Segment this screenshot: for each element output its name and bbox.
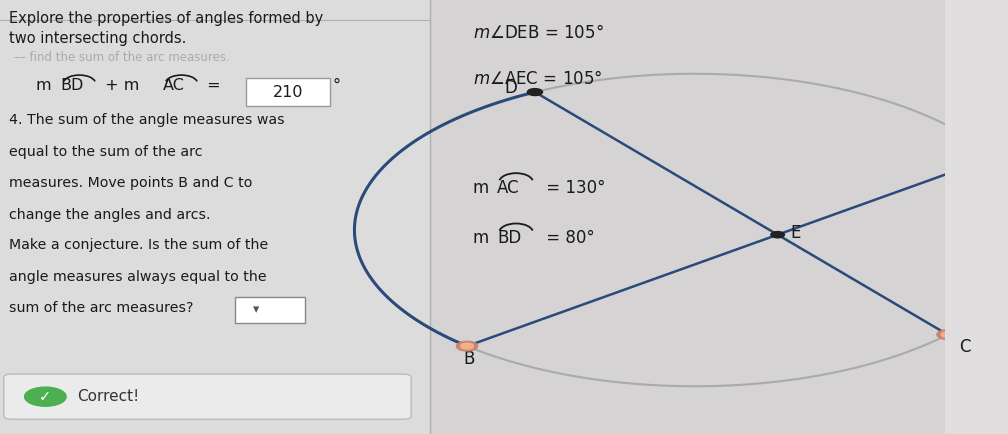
Text: m: m (473, 179, 489, 197)
Text: C: C (959, 338, 971, 356)
Text: sum of the arc measures?: sum of the arc measures? (9, 301, 194, 315)
Text: BD: BD (497, 229, 521, 247)
Circle shape (457, 341, 478, 351)
Text: B: B (464, 350, 475, 368)
Text: ✓: ✓ (39, 389, 51, 404)
Text: °: ° (333, 78, 341, 93)
Text: =: = (203, 78, 226, 93)
Text: BD: BD (60, 78, 84, 93)
Text: = 130°: = 130° (540, 179, 605, 197)
Text: ▾: ▾ (253, 303, 259, 316)
Circle shape (937, 330, 959, 339)
Circle shape (941, 332, 954, 338)
Text: + m: + m (100, 78, 139, 93)
Text: D: D (505, 79, 517, 97)
Text: 4. The sum of the angle measures was: 4. The sum of the angle measures was (9, 113, 285, 127)
Text: Correct!: Correct! (78, 389, 140, 404)
Circle shape (24, 387, 67, 406)
Circle shape (461, 343, 474, 349)
Text: = 80°: = 80° (540, 229, 595, 247)
Circle shape (771, 232, 784, 238)
FancyBboxPatch shape (235, 297, 305, 323)
Text: E: E (790, 224, 800, 242)
Circle shape (988, 153, 1003, 160)
Text: –– find the sum of the arc measures.: –– find the sum of the arc measures. (14, 51, 230, 64)
Text: equal to the sum of the arc: equal to the sum of the arc (9, 145, 203, 158)
Text: Make a conjecture. Is the sum of the: Make a conjecture. Is the sum of the (9, 238, 269, 252)
FancyBboxPatch shape (246, 78, 330, 106)
Text: $m\angle$DEB = 105°: $m\angle$DEB = 105° (473, 24, 604, 42)
Text: Explore the properties of angles formed by: Explore the properties of angles formed … (9, 11, 324, 26)
FancyBboxPatch shape (4, 374, 411, 419)
Text: AC: AC (497, 179, 520, 197)
Text: measures. Move points B and C to: measures. Move points B and C to (9, 176, 253, 190)
Circle shape (527, 89, 542, 95)
Text: 210: 210 (272, 85, 303, 99)
Text: two intersecting chords.: two intersecting chords. (9, 31, 186, 46)
FancyBboxPatch shape (430, 0, 946, 434)
Text: change the angles and arcs.: change the angles and arcs. (9, 208, 211, 222)
Text: m: m (473, 229, 489, 247)
Text: AC: AC (162, 78, 184, 93)
FancyBboxPatch shape (0, 0, 430, 434)
Text: $m\angle$AEC = 105°: $m\angle$AEC = 105° (473, 70, 602, 88)
Text: angle measures always equal to the: angle measures always equal to the (9, 270, 267, 283)
Text: m: m (36, 78, 51, 93)
